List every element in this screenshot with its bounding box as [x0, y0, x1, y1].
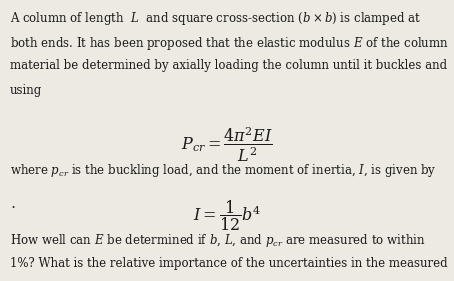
- Text: $I = \dfrac{1}{12}b^4$: $I = \dfrac{1}{12}b^4$: [193, 198, 261, 233]
- Text: $\cdot$: $\cdot$: [10, 200, 15, 214]
- Text: both ends. It has been proposed that the elastic modulus $E$ of the column: both ends. It has been proposed that the…: [10, 35, 449, 51]
- Text: 1%? What is the relative importance of the uncertainties in the measured: 1%? What is the relative importance of t…: [10, 257, 448, 269]
- Text: $P_{cr} = \dfrac{4\pi^2 EI}{L^2}$: $P_{cr} = \dfrac{4\pi^2 EI}{L^2}$: [181, 126, 273, 164]
- Text: A column of length  $L$  and square cross-section ($b \times b$) is clamped at: A column of length $L$ and square cross-…: [10, 10, 421, 27]
- Text: How well can $E$ be determined if $b$, $L$, and $p_{cr}$ are measured to within: How well can $E$ be determined if $b$, $…: [10, 232, 426, 249]
- Text: where $p_{cr}$ is the buckling load, and the moment of inertia, $I$, is given by: where $p_{cr}$ is the buckling load, and…: [10, 162, 437, 179]
- Text: material be determined by axially loading the column until it buckles and: material be determined by axially loadin…: [10, 59, 447, 72]
- Text: using: using: [10, 84, 42, 97]
